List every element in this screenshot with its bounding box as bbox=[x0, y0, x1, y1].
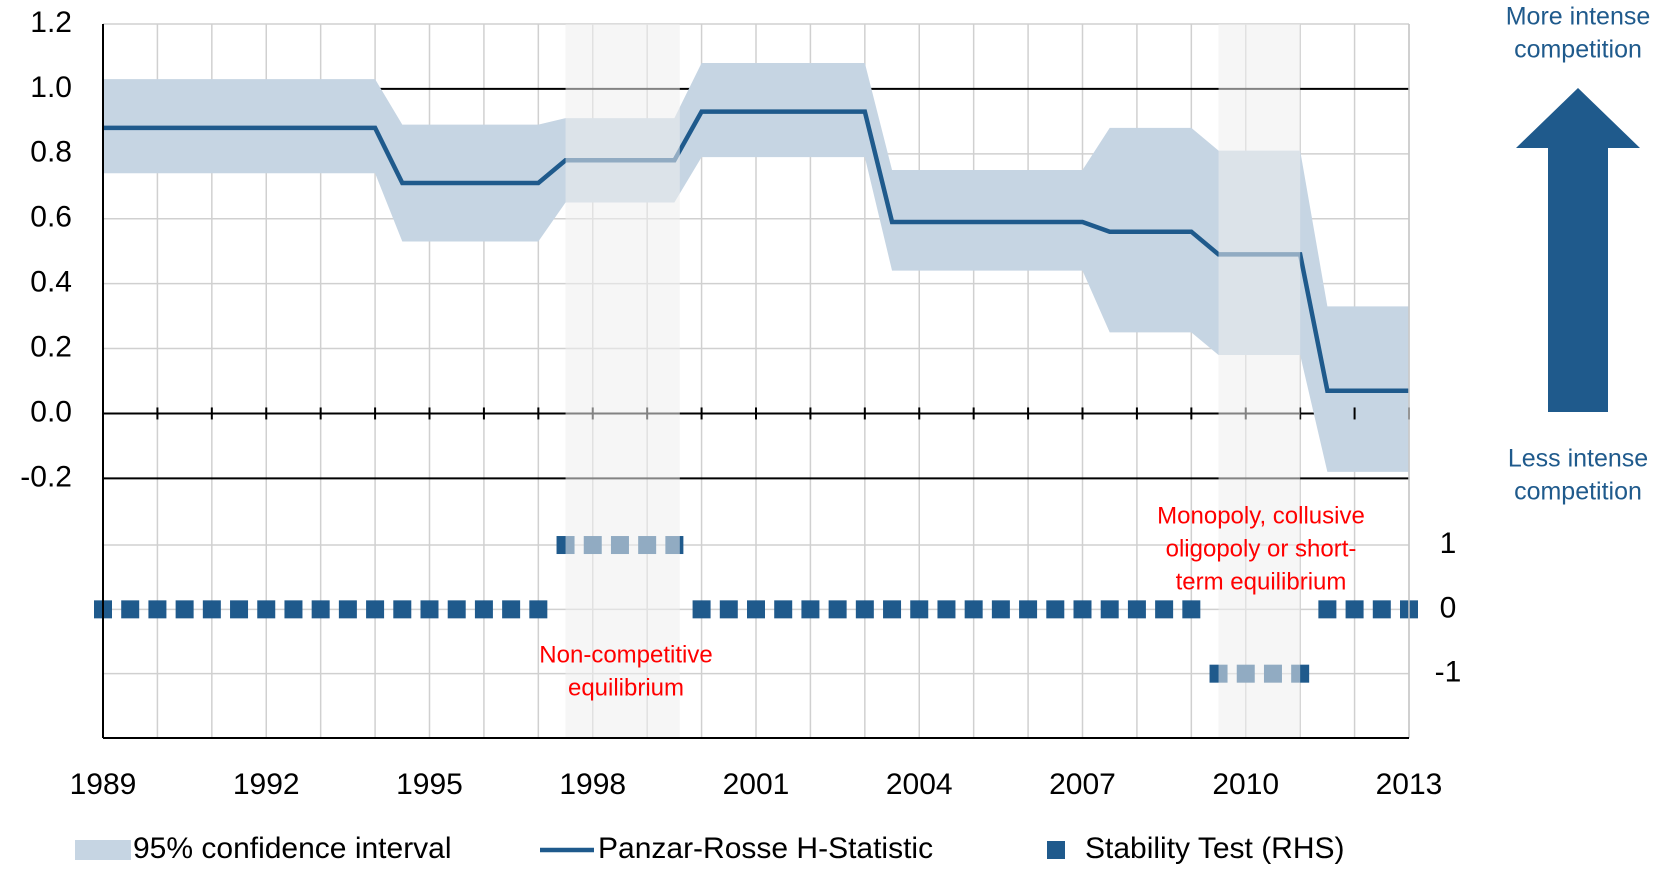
stability-square bbox=[991, 600, 1010, 619]
annotation: competition bbox=[1514, 36, 1642, 64]
stability-square bbox=[393, 600, 412, 619]
legend-label: Stability Test (RHS) bbox=[1085, 832, 1345, 865]
annotation: equilibrium bbox=[568, 674, 684, 701]
stability-square bbox=[257, 600, 276, 619]
stability-square bbox=[774, 600, 793, 619]
stability-square bbox=[692, 600, 711, 619]
stability-square bbox=[747, 600, 765, 619]
stability-square bbox=[366, 600, 385, 619]
annotation: More intense bbox=[1506, 3, 1651, 31]
y2-tick-label: 0 bbox=[1440, 591, 1457, 624]
stability-square bbox=[1372, 600, 1391, 619]
stability-square bbox=[801, 600, 820, 619]
y-tick-label: 0.6 bbox=[30, 201, 72, 234]
confidence-band bbox=[103, 62, 1409, 472]
stability-square bbox=[284, 600, 303, 619]
stability-square bbox=[529, 600, 548, 619]
annotation: Non-competitive bbox=[539, 641, 712, 668]
x-tick-label: 2004 bbox=[886, 768, 953, 801]
stability-square bbox=[447, 600, 466, 619]
stability-square bbox=[230, 600, 249, 619]
stability-square bbox=[338, 600, 357, 619]
annotation: term equilibrium bbox=[1176, 568, 1347, 595]
stability-square bbox=[502, 600, 521, 619]
x-tick-label: 2001 bbox=[723, 768, 790, 801]
y2-tick-label: 1 bbox=[1440, 527, 1457, 560]
direction-arrow bbox=[1516, 88, 1640, 412]
shaded-range bbox=[1218, 24, 1301, 738]
y-tick-label: 0.4 bbox=[30, 266, 72, 299]
stability-square bbox=[311, 600, 330, 619]
x-tick-label: 1992 bbox=[233, 768, 300, 801]
legend-label: Panzar-Rosse H-Statistic bbox=[598, 832, 933, 865]
stability-square bbox=[202, 600, 221, 619]
stability-square bbox=[964, 600, 983, 619]
y-tick-label: 0.2 bbox=[30, 330, 72, 363]
y-tick-label: 0.8 bbox=[30, 136, 72, 169]
x-tick-label: 1989 bbox=[70, 768, 137, 801]
stability-square bbox=[420, 600, 439, 619]
stability-square bbox=[937, 600, 956, 619]
stability-square bbox=[1182, 600, 1201, 619]
stability-square bbox=[1345, 600, 1364, 619]
legend-swatch bbox=[1047, 841, 1065, 859]
x-tick-label: 2007 bbox=[1049, 768, 1116, 801]
stability-square bbox=[175, 600, 194, 619]
y2-tick-label: -1 bbox=[1435, 656, 1462, 689]
annotation: Less intense bbox=[1508, 445, 1648, 473]
annotation: Monopoly, collusive bbox=[1157, 502, 1365, 529]
stability-square bbox=[1046, 600, 1065, 619]
stability-square bbox=[1155, 600, 1174, 619]
stability-square bbox=[1318, 600, 1337, 619]
stability-square bbox=[1100, 600, 1119, 619]
shaded-range bbox=[565, 24, 680, 738]
annotation: oligopoly or short- bbox=[1166, 535, 1357, 562]
stability-square bbox=[1127, 600, 1146, 619]
annotation: competition bbox=[1514, 478, 1642, 506]
legend-swatch bbox=[75, 840, 131, 860]
stability-square bbox=[910, 600, 929, 619]
x-tick-label: 2013 bbox=[1376, 768, 1443, 801]
y-tick-label: 0.0 bbox=[30, 395, 72, 428]
stability-square bbox=[121, 600, 140, 619]
stability-square bbox=[883, 600, 902, 619]
stability-square bbox=[474, 600, 493, 619]
stability-square bbox=[855, 600, 874, 619]
stability-square bbox=[1073, 600, 1092, 619]
stability-square bbox=[1019, 600, 1038, 619]
stability-square bbox=[719, 600, 738, 619]
x-tick-label: 2010 bbox=[1212, 768, 1279, 801]
stability-square bbox=[148, 600, 167, 619]
x-tick-label: 1995 bbox=[396, 768, 463, 801]
y-tick-label: -0.2 bbox=[20, 460, 72, 493]
legend-label: 95% confidence interval bbox=[133, 832, 452, 865]
y-tick-label: 1.2 bbox=[30, 6, 72, 39]
x-tick-label: 1998 bbox=[559, 768, 626, 801]
y-tick-label: 1.0 bbox=[30, 71, 72, 104]
stability-square bbox=[828, 600, 847, 619]
